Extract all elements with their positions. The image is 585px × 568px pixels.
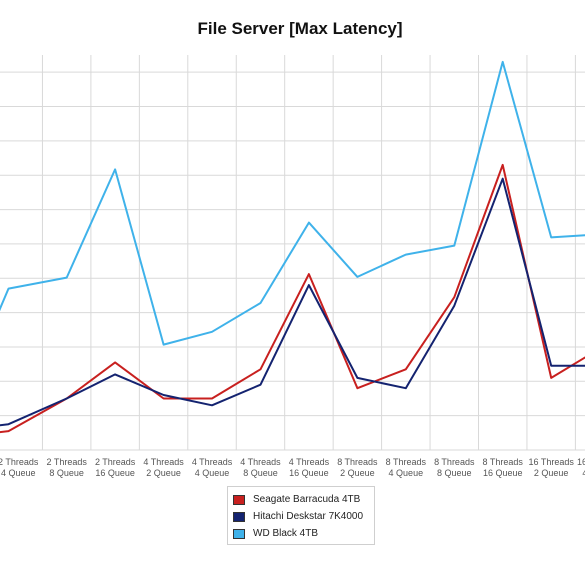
series-line-3 [0, 60, 585, 346]
chart-legend: Seagate Barracuda 4TB Hitachi Deskstar 7K… [227, 486, 375, 545]
x-tick-label: 2 Threads 4 Queue [0, 457, 39, 478]
x-tick-label: 8 Threads 8 Queue [434, 457, 475, 478]
legend-item: WD Black 4TB [233, 525, 374, 542]
legend-item: Hitachi Deskstar 7K4000 [233, 508, 374, 525]
x-tick-label: 4 Threads 2 Queue [143, 457, 184, 478]
legend-swatch [233, 511, 245, 522]
x-tick-label: 16 Threads 2 Queue [528, 457, 574, 478]
legend-swatch [233, 528, 245, 539]
legend-swatch [233, 494, 245, 505]
x-tick-label: 4 Threads 8 Queue [240, 457, 281, 478]
series-line-1 [0, 163, 585, 434]
series-line-2 [0, 177, 585, 427]
x-tick-label: 8 Threads 4 Queue [386, 457, 427, 478]
x-tick-label: 2 Threads 16 Queue [95, 457, 136, 478]
chart-title: File Server [Max Latency] [197, 19, 403, 38]
x-tick-label: 4 Threads 4 Queue [192, 457, 233, 478]
x-tick-label: 8 Threads 16 Queue [483, 457, 524, 478]
legend-item: Seagate Barracuda 4TB [233, 491, 374, 508]
legend-label: WD Black 4TB [253, 528, 319, 539]
legend-label: Seagate Barracuda 4TB [253, 494, 361, 505]
x-tick-label: 4 Threads 16 Queue [289, 457, 330, 478]
x-tick-label: 2 Threads 8 Queue [46, 457, 87, 478]
x-tick-label: 8 Threads 2 Queue [337, 457, 378, 478]
legend-label: Hitachi Deskstar 7K4000 [253, 511, 364, 522]
